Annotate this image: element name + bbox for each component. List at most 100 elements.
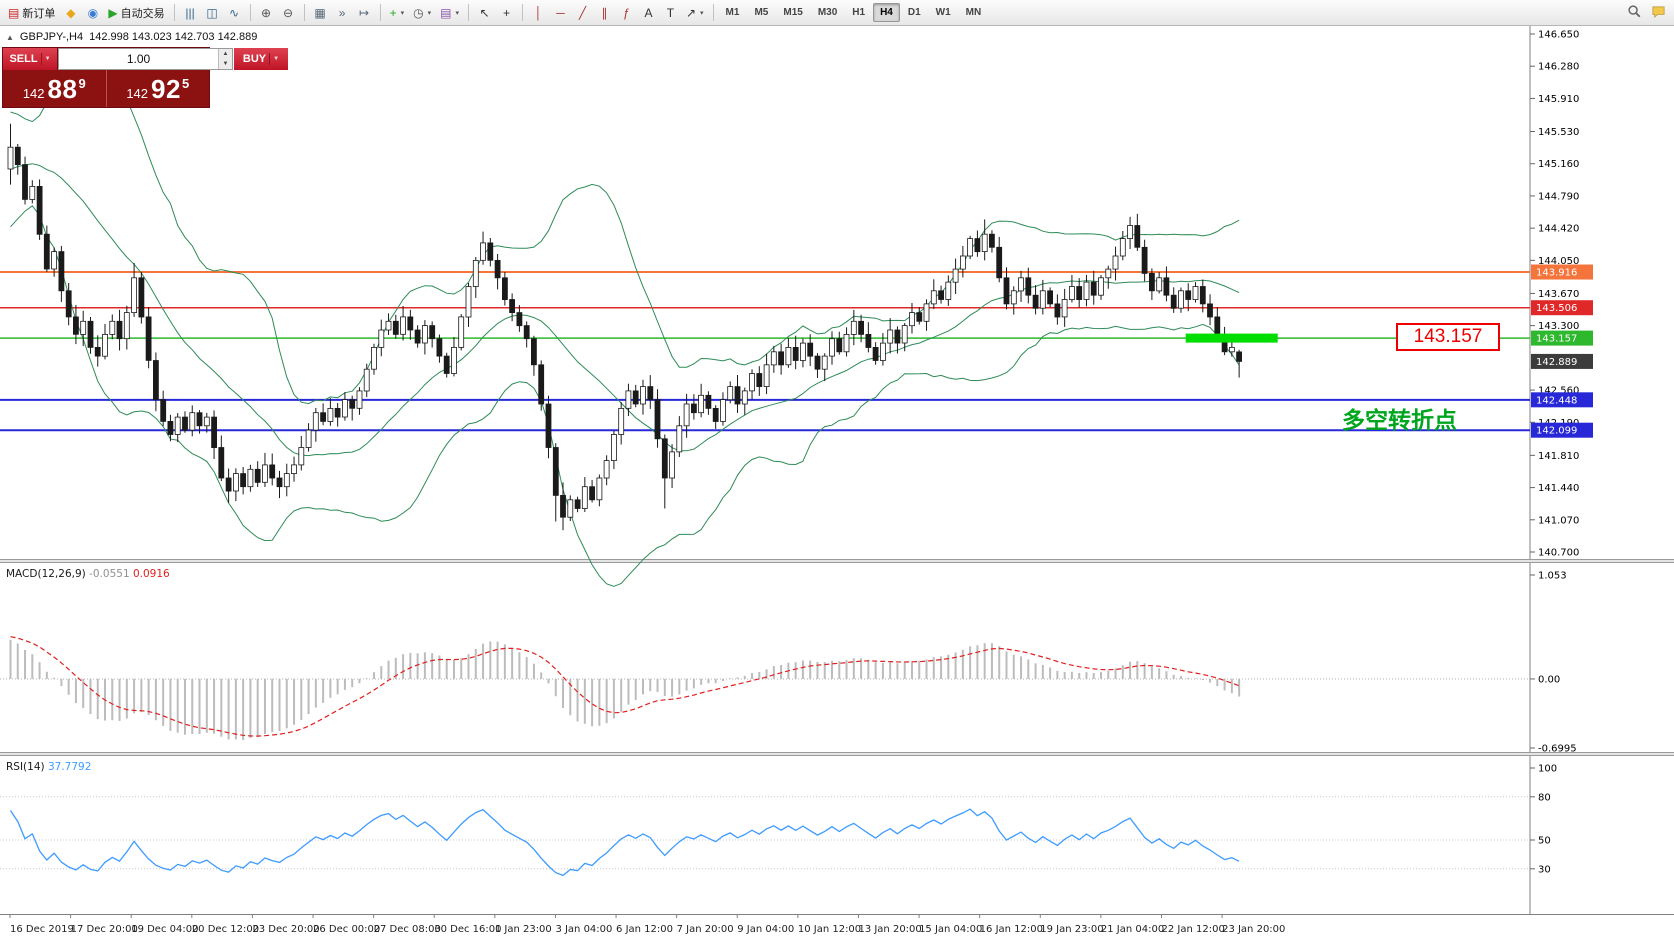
fibonacci-button[interactable]: ƒ [616,2,637,23]
toolbar: ▤ 新订单 ◆ ◉ ▶ 自动交易 ||| ◫ ∿ ⊕ ⊖ ▦» ↦ + ▾ ◷ ▾ ▤ ▾ ↖ + │ ─ ╱ ∥ ƒ A T ↗ ▾ M1… [0,0,1674,26]
trendline-button[interactable]: ╱ [572,2,593,23]
metaeditor-button[interactable]: ◆ [60,2,81,23]
buy-price-figure: 142 [126,85,149,101]
toolbar-separator [173,4,175,21]
price-callout-label[interactable]: 143.157 [1396,323,1500,351]
chart-shift-icon: ↦ [359,5,370,20]
timeframe-M5-button[interactable]: M5 [747,3,775,22]
templates-button[interactable]: ▤ ▾ [436,2,463,23]
timeframe-MN-button[interactable]: MN [959,3,989,22]
indicators-icon: + [389,5,397,20]
sell-price-display[interactable]: 142 88 9 [3,70,106,107]
symbol-title: GBPJPY-,H4 [19,31,84,43]
timeframe-H1-button[interactable]: H1 [845,3,872,22]
chat-button[interactable] [1647,2,1670,23]
svg-text:80: 80 [1538,792,1551,803]
current-price-label [1531,353,1593,369]
svg-text:21 Jan 04:00: 21 Jan 04:00 [1101,924,1164,935]
timeframe-D1-button[interactable]: D1 [901,3,928,22]
dropdown-arrow-icon: ▾ [427,9,432,17]
ohlc-values: 142.998 143.023 142.703 142.889 [89,31,258,43]
tile-windows-button[interactable]: ▦ [310,2,331,23]
svg-text:142.099: 142.099 [1536,426,1577,437]
arrows-button[interactable]: ↗ ▾ [682,2,708,23]
metaeditor-icon: ◆ [66,5,76,20]
zoom-in-icon: ⊕ [261,5,272,20]
horizontal-line-button[interactable]: ─ [550,2,571,23]
periods-icon: ◷ [413,5,424,20]
svg-text:1.053: 1.053 [1538,571,1567,582]
pane-borders [0,26,1674,915]
indicators-button[interactable]: + ▾ [386,2,409,23]
collapse-trade-panel-icon[interactable]: ▲ [6,32,14,42]
svg-text:100: 100 [1538,764,1557,775]
horizontal-level-lines[interactable] [0,271,1530,432]
turning-point-annotation[interactable]: 多空转折点 [1342,407,1457,433]
text-label-button[interactable]: T [660,2,681,23]
one-click-trading-panel: SELL ▼ ▲ ▼ BUY ▼ 142 88 9 142 92 5 [2,47,288,108]
svg-text:143.916: 143.916 [1536,268,1577,279]
zoom-out-button[interactable]: ⊖ [278,2,299,23]
svg-text:13 Jan 20:00: 13 Jan 20:00 [858,924,921,935]
profiles-icon: ◉ [87,5,99,20]
buy-options-icon[interactable]: ▼ [269,53,279,65]
volume-up-button[interactable]: ▲ [219,49,232,59]
timeframe-W1-button[interactable]: W1 [929,3,958,22]
svg-text:RSI(14) 37.7792: RSI(14) 37.7792 [6,761,91,773]
volume-input[interactable] [59,49,218,69]
svg-text:142.448: 142.448 [1536,395,1577,406]
cursor-icon: ↖ [479,5,490,20]
svg-text:3 Jan 04:00: 3 Jan 04:00 [555,924,612,935]
rsi-pane: RSI(14) 37.7792 100 80 50 30 [0,761,1557,877]
svg-text:144.420: 144.420 [1538,224,1579,235]
toolbar-separator [303,4,305,21]
svg-text:26 Dec 00:00: 26 Dec 00:00 [313,924,380,935]
zoom-in-button[interactable]: ⊕ [256,2,277,23]
svg-text:-0.6995: -0.6995 [1538,744,1577,755]
bollinger-bands [10,59,1240,587]
buy-price-display[interactable]: 142 92 5 [105,70,210,107]
sell-options-icon[interactable]: ▼ [40,53,51,65]
periods-button[interactable]: ◷ ▾ [409,2,435,23]
timeframe-M30-button[interactable]: M30 [811,3,844,22]
svg-text:19 Dec 04:00: 19 Dec 04:00 [131,924,198,935]
svg-text:144.050: 144.050 [1538,256,1579,267]
vertical-line-button[interactable]: │ [528,2,549,23]
auto-scroll-button[interactable]: » [332,2,353,23]
zoom-out-icon: ⊖ [283,5,294,20]
new-order-icon: ▤ [8,5,20,20]
candlestick-chart-button[interactable]: ◫ [202,2,223,23]
chart-shift-button[interactable]: ↦ [354,2,375,23]
cursor-button[interactable]: ↖ [474,2,495,23]
bars-chart-button[interactable]: ||| [180,2,201,23]
trade-panel-controls: SELL ▼ ▲ ▼ BUY ▼ [3,48,288,70]
sell-button[interactable]: SELL ▼ [3,48,57,70]
line-chart-icon: ∿ [229,5,240,20]
new-order-button[interactable]: ▤ 新订单 [4,2,59,23]
rsi-line [9,808,1240,877]
volume-down-button[interactable]: ▼ [219,59,232,69]
text-button[interactable]: A [638,2,659,23]
macd-signal-line [10,636,1240,737]
timeframe-M1-button[interactable]: M1 [719,3,747,22]
equidistant-channel-button[interactable]: ∥ [594,2,615,23]
search-button[interactable] [1623,2,1646,23]
search-icon [1627,4,1642,22]
svg-text:142.560: 142.560 [1538,386,1579,397]
timeframe-M15-button[interactable]: M15 [776,3,809,22]
bollinger-upper [10,59,1240,405]
chart-ohlc-line: ▲ GBPJPY-,H4 142.998 143.023 142.703 142… [6,31,257,43]
timeframe-H4-button[interactable]: H4 [873,3,900,22]
crosshair-button[interactable]: + [496,2,517,23]
buy-button[interactable]: BUY ▼ [234,48,288,70]
line-chart-button[interactable]: ∿ [224,2,245,23]
dropdown-arrow-icon: ▾ [700,9,704,17]
autotrading-button[interactable]: ▶ 自动交易 [104,2,168,23]
profiles-button[interactable]: ◉ [82,2,103,23]
svg-text:6 Jan 12:00: 6 Jan 12:00 [616,924,673,935]
highlight-bar[interactable] [1185,333,1278,343]
vertical-line-icon: │ [534,5,543,20]
level-highlight[interactable] [1185,333,1278,343]
